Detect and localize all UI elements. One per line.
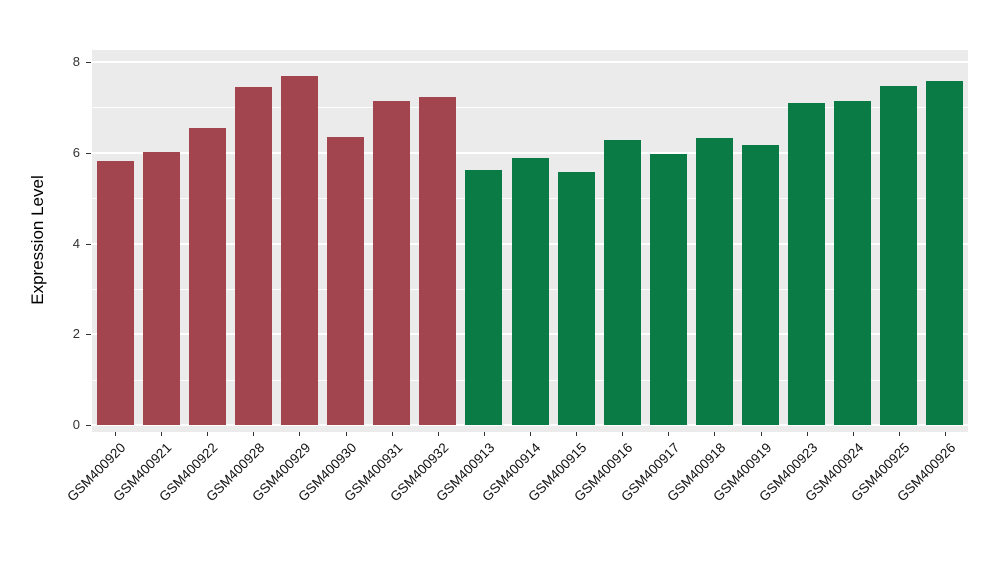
bar-GSM400919 [742, 144, 780, 425]
bar-GSM400921 [142, 151, 180, 425]
major-gridline [92, 151, 968, 154]
x-tick-mark [714, 432, 716, 436]
x-tick-mark [806, 432, 808, 436]
x-tick-mark [345, 432, 347, 436]
x-tick-mark [530, 432, 531, 436]
major-gridline [92, 61, 968, 63]
x-tick-mark [437, 432, 439, 436]
bar-GSM400922 [188, 127, 226, 425]
major-gridline [92, 424, 968, 426]
x-tick-mark [622, 432, 624, 436]
bar-GSM400924 [834, 101, 872, 425]
x-tick-mark [852, 432, 854, 436]
bar-GSM400915 [557, 172, 595, 425]
bar-GSM400913 [465, 170, 503, 425]
x-tick-mark [161, 432, 163, 436]
x-tick-mark [253, 432, 255, 436]
bar-GSM400925 [880, 85, 918, 425]
y-tick-mark [86, 425, 91, 426]
x-tick-mark [207, 432, 209, 436]
bar-GSM400926 [926, 81, 964, 425]
minor-gridline [92, 107, 968, 109]
x-tick-mark [299, 432, 301, 436]
bar-GSM400930 [327, 136, 365, 425]
bar-GSM400916 [603, 140, 641, 425]
bar-GSM400914 [511, 158, 549, 425]
bar-GSM400929 [280, 75, 318, 425]
y-tick-mark [86, 152, 91, 154]
y-tick-label: 2 [72, 326, 80, 342]
x-tick-mark [668, 432, 670, 436]
x-tick-mark [576, 432, 578, 436]
x-tick-mark [391, 432, 393, 436]
y-tick-mark [86, 62, 91, 63]
x-tick-mark [115, 432, 117, 436]
bar-GSM400928 [234, 86, 272, 425]
y-tick-label: 4 [72, 235, 80, 251]
y-tick-label: 8 [72, 54, 80, 69]
bar-GSM400918 [695, 137, 733, 425]
y-tick-mark [86, 243, 91, 245]
chart-panel [92, 50, 968, 432]
y-tick-mark [86, 334, 91, 336]
y-tick-label: 0 [72, 417, 80, 432]
bar-GSM400920 [96, 160, 134, 425]
bar-GSM400917 [649, 154, 687, 425]
x-tick-mark [898, 432, 900, 436]
y-tick-label: 6 [72, 144, 80, 160]
x-tick-mark [483, 432, 485, 436]
bar-GSM400923 [788, 102, 826, 425]
x-tick-mark [760, 432, 762, 436]
bar-GSM400932 [419, 97, 457, 425]
bar-GSM400931 [373, 100, 411, 425]
x-tick-mark [944, 432, 946, 436]
